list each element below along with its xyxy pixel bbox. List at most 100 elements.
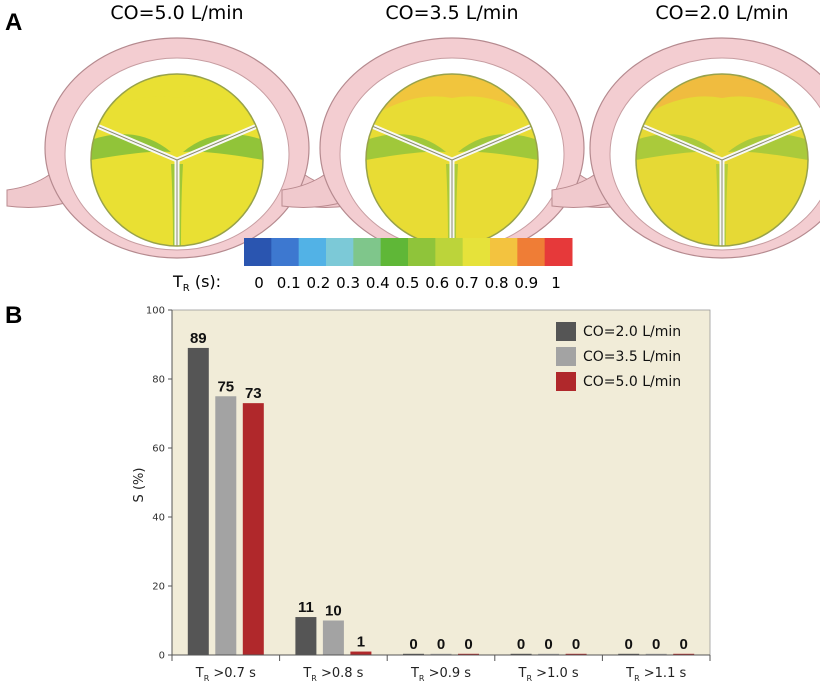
x-tick-label: TR >1.0 s xyxy=(518,666,579,683)
y-axis-label: S (%) xyxy=(132,468,147,503)
bar-value-label: 11 xyxy=(298,599,314,616)
colorbar-swatch xyxy=(326,238,354,266)
bar-value-label: 0 xyxy=(517,636,525,653)
bar-value-label: 75 xyxy=(217,378,234,395)
x-tick-label: TR >0.8 s xyxy=(302,666,363,683)
colorbar-tick-label: 1 xyxy=(551,274,561,292)
valve-2: CO=3.5 L/min xyxy=(281,2,623,259)
valve-title: CO=2.0 L/min xyxy=(655,2,788,24)
coaptation-line-edges xyxy=(641,125,803,246)
bar xyxy=(510,653,532,655)
legend-swatch xyxy=(556,372,576,391)
bar xyxy=(403,653,424,655)
bar xyxy=(187,347,209,655)
colorbar: 0 0.1 0.2 0.3 0.4 0.5 0.6 0.7 0.8 0.9 1 xyxy=(244,238,573,292)
disc-outline xyxy=(90,73,264,247)
colorbar-swatch xyxy=(490,238,518,266)
bar-value-label: 73 xyxy=(245,385,262,402)
y-tick-label: 60 xyxy=(152,444,165,455)
x-tick-label: TR >0.7 s xyxy=(195,666,256,683)
coaptation-line-edges xyxy=(371,125,533,246)
bar-value-label: 0 xyxy=(437,636,445,653)
legend-swatch xyxy=(556,347,576,366)
x-tick-label: TR >1.1 s xyxy=(625,666,686,683)
bar xyxy=(322,620,344,655)
panel-a-label: A xyxy=(5,9,22,36)
coaptation-band-right xyxy=(728,134,808,160)
panel-b-label: B xyxy=(5,302,22,329)
bar xyxy=(295,617,317,655)
coaptation-band-left xyxy=(91,134,171,160)
bar-value-label: 0 xyxy=(409,636,417,653)
colorbar-swatch xyxy=(408,238,436,266)
bar-value-label: 1 xyxy=(357,634,365,651)
bar xyxy=(538,653,560,655)
valve-1: CO=5.0 L/min xyxy=(6,2,348,259)
bar-value-label: 0 xyxy=(464,636,472,653)
bar xyxy=(458,653,479,655)
colorbar-swatch xyxy=(544,238,573,266)
colorbar-tick-label: 0.2 xyxy=(306,274,330,292)
colorbar-swatch xyxy=(271,238,300,266)
colorbar-tick-label: 0.8 xyxy=(485,274,509,292)
y-tick-label: 0 xyxy=(159,651,165,662)
valve-3: CO=2.0 L/min xyxy=(551,2,820,259)
coaptation-band-left xyxy=(636,134,716,160)
coaptation-band-right xyxy=(458,134,538,160)
y-axis: 0 20 40 60 80 100 xyxy=(146,306,173,662)
x-tick-label: TR >0.9 s xyxy=(410,666,471,683)
bar xyxy=(430,653,452,655)
x-axis: TR >0.7 s TR >0.8 s TR >0.9 s TR >1.0 s TR >… xyxy=(171,654,711,683)
y-tick-label: 80 xyxy=(152,375,165,386)
bar-value-label: 89 xyxy=(190,330,207,347)
colorbar-swatch xyxy=(435,238,464,266)
legend-label: CO=5.0 L/min xyxy=(583,374,681,390)
colorbar-tick-label: 0.6 xyxy=(425,274,449,292)
colorbar-tick-label: 0.1 xyxy=(277,274,301,292)
legend: CO=2.0 L/min CO=3.5 L/min CO=5.0 L/min xyxy=(556,322,681,391)
colorbar-tick-label: 0.9 xyxy=(514,274,538,292)
valve-renderings: CO=5.0 L/min CO=3.5 L/min CO=2.0 L/min xyxy=(6,2,820,259)
coaptation-line-edges xyxy=(96,125,258,246)
y-tick-label: 20 xyxy=(152,582,165,593)
legend-label: CO=3.5 L/min xyxy=(583,349,681,365)
bar xyxy=(350,651,372,655)
coaptation-band-left xyxy=(366,134,446,160)
leaflet-disc xyxy=(636,74,808,246)
colorbar-swatch xyxy=(298,238,327,266)
colorbar-swatch xyxy=(353,238,382,266)
legend-label: CO=2.0 L/min xyxy=(583,324,681,340)
bar-value-label: 0 xyxy=(625,636,633,653)
colorbar-swatch xyxy=(517,238,546,266)
y-tick-label: 40 xyxy=(152,513,165,524)
colorbar-swatch xyxy=(380,238,409,266)
bar xyxy=(618,653,640,655)
y-tick-label: 100 xyxy=(146,306,165,317)
colorbar-swatch xyxy=(244,238,272,266)
bar-value-label: 0 xyxy=(544,636,552,653)
bar-value-label: 0 xyxy=(572,636,580,653)
colorbar-tick-label: 0.4 xyxy=(366,274,390,292)
disc-outline xyxy=(635,73,809,247)
bar xyxy=(645,653,667,655)
valve-title: CO=5.0 L/min xyxy=(110,2,243,24)
bar xyxy=(242,403,264,655)
bar-value-label: 0 xyxy=(652,636,660,653)
bar-value-label: 10 xyxy=(325,603,342,620)
bar xyxy=(565,653,587,655)
colorbar-tick-label: 0.3 xyxy=(336,274,360,292)
bar xyxy=(215,396,237,655)
colorbar-label: TR (s): xyxy=(172,272,221,294)
bar xyxy=(673,653,695,655)
legend-swatch xyxy=(556,322,576,341)
colorbar-tick-label: 0 xyxy=(254,274,264,292)
coaptation-band-right xyxy=(183,134,263,160)
bar-value-label: 0 xyxy=(680,636,688,653)
colorbar-tick-label: 0.5 xyxy=(396,274,420,292)
valve-title: CO=3.5 L/min xyxy=(385,2,518,24)
colorbar-swatch xyxy=(462,238,491,266)
colorbar-tick-label: 0.7 xyxy=(455,274,479,292)
leaflet-disc xyxy=(366,74,538,246)
